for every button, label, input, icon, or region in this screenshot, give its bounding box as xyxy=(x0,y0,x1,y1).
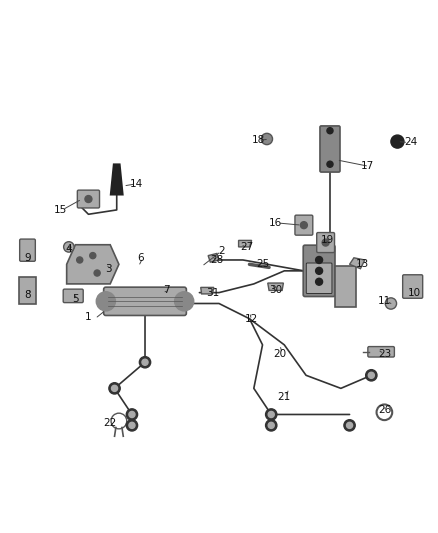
Text: 9: 9 xyxy=(24,253,31,263)
Text: 12: 12 xyxy=(245,314,258,324)
Circle shape xyxy=(261,133,272,144)
FancyBboxPatch shape xyxy=(63,289,83,303)
FancyBboxPatch shape xyxy=(20,239,35,261)
Text: 27: 27 xyxy=(240,242,254,252)
Circle shape xyxy=(142,359,148,365)
Circle shape xyxy=(265,419,277,431)
FancyBboxPatch shape xyxy=(403,275,423,298)
Circle shape xyxy=(366,370,377,381)
Text: 14: 14 xyxy=(130,179,143,189)
Text: 2: 2 xyxy=(218,246,225,256)
Text: 22: 22 xyxy=(103,418,117,428)
Polygon shape xyxy=(239,240,252,247)
Circle shape xyxy=(268,422,274,429)
Circle shape xyxy=(139,357,151,368)
FancyBboxPatch shape xyxy=(104,287,186,316)
Polygon shape xyxy=(201,287,214,294)
Circle shape xyxy=(265,409,277,420)
Circle shape xyxy=(391,135,404,148)
Text: 18: 18 xyxy=(251,135,265,146)
Circle shape xyxy=(77,257,83,263)
Text: 17: 17 xyxy=(360,161,374,172)
Circle shape xyxy=(300,222,307,229)
Circle shape xyxy=(385,298,396,309)
FancyBboxPatch shape xyxy=(19,277,36,304)
Polygon shape xyxy=(67,245,119,284)
Circle shape xyxy=(316,268,322,274)
Circle shape xyxy=(129,411,135,417)
Circle shape xyxy=(129,422,135,429)
Circle shape xyxy=(126,409,138,420)
FancyBboxPatch shape xyxy=(78,190,99,208)
FancyBboxPatch shape xyxy=(320,126,340,172)
Text: 7: 7 xyxy=(163,286,170,295)
Circle shape xyxy=(316,256,322,263)
Text: 19: 19 xyxy=(321,236,335,245)
Text: 20: 20 xyxy=(273,349,286,359)
FancyBboxPatch shape xyxy=(295,215,313,235)
Text: 11: 11 xyxy=(378,296,391,306)
Circle shape xyxy=(316,278,322,285)
Circle shape xyxy=(112,385,117,391)
Text: 25: 25 xyxy=(256,260,269,269)
Polygon shape xyxy=(111,164,123,195)
Circle shape xyxy=(64,241,74,252)
Circle shape xyxy=(175,292,194,311)
Text: 28: 28 xyxy=(210,255,223,265)
FancyBboxPatch shape xyxy=(306,263,332,294)
Circle shape xyxy=(90,253,96,259)
Text: 23: 23 xyxy=(378,349,391,359)
FancyBboxPatch shape xyxy=(317,232,335,253)
Text: 13: 13 xyxy=(356,260,369,269)
Text: 31: 31 xyxy=(206,288,219,297)
Text: 5: 5 xyxy=(72,294,79,304)
FancyBboxPatch shape xyxy=(335,265,356,306)
Text: 24: 24 xyxy=(404,138,417,148)
Text: 26: 26 xyxy=(378,405,391,415)
Text: 1: 1 xyxy=(85,312,92,321)
Polygon shape xyxy=(208,254,219,262)
Circle shape xyxy=(344,419,355,431)
Text: 8: 8 xyxy=(24,290,31,300)
Circle shape xyxy=(109,383,120,394)
Circle shape xyxy=(85,196,92,203)
Text: 30: 30 xyxy=(269,286,282,295)
Circle shape xyxy=(346,422,353,429)
Text: 10: 10 xyxy=(408,288,421,297)
Polygon shape xyxy=(350,258,365,269)
Text: 16: 16 xyxy=(269,218,282,228)
Circle shape xyxy=(327,161,333,167)
Circle shape xyxy=(327,128,333,134)
Circle shape xyxy=(126,419,138,431)
Circle shape xyxy=(96,292,116,311)
Text: 15: 15 xyxy=(53,205,67,215)
Circle shape xyxy=(368,372,374,378)
FancyBboxPatch shape xyxy=(303,245,335,296)
Circle shape xyxy=(94,270,100,276)
Text: 6: 6 xyxy=(138,253,144,263)
Text: 21: 21 xyxy=(278,392,291,402)
Text: 4: 4 xyxy=(66,244,72,254)
Polygon shape xyxy=(268,283,283,290)
Text: 3: 3 xyxy=(105,264,111,273)
Circle shape xyxy=(268,411,274,417)
Circle shape xyxy=(322,239,329,246)
FancyBboxPatch shape xyxy=(368,346,394,357)
